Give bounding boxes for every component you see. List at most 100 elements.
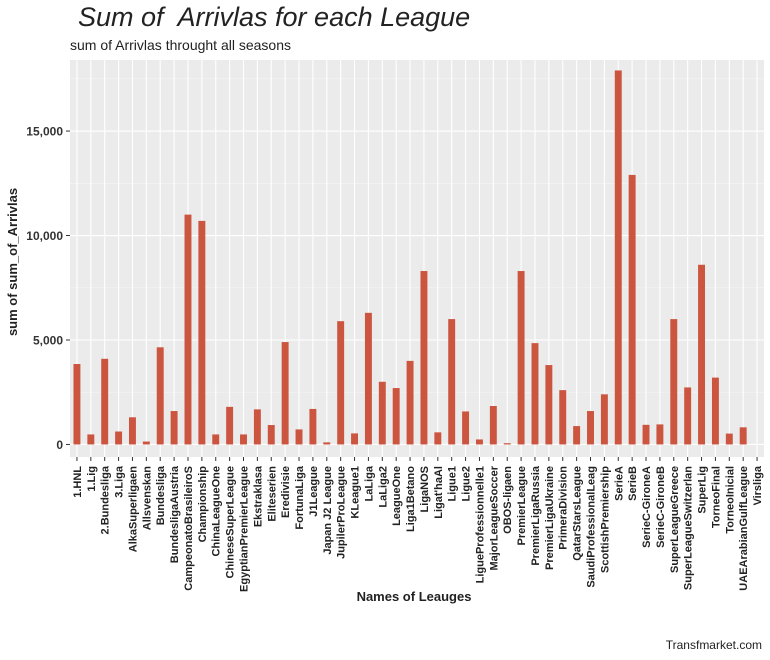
bar: [351, 433, 359, 445]
bar: [462, 411, 470, 445]
x-tick-label: SuperLeagueGreece: [669, 466, 681, 573]
x-tick-label: Eredivisie: [280, 466, 292, 518]
bar: [434, 432, 442, 445]
x-tick-label: Ligat'haAl: [433, 466, 445, 519]
chart-subtitle: sum of Arrivlas throught all seasons: [70, 37, 291, 53]
bar: [73, 364, 81, 445]
x-axis: 1.HNL 1.Lig 2.Bundesliga 3.Liga AlkaSuperlig…: [72, 457, 764, 592]
x-tick-label: Virsliga: [752, 465, 764, 505]
bar: [295, 429, 303, 445]
x-tick-label: LeagueOne: [391, 466, 403, 526]
y-tick-label: 10,000: [26, 229, 63, 243]
x-tick-label: SerieC-GironeA: [641, 466, 653, 548]
bar: [253, 409, 261, 445]
x-tick-label: OBOS-ligaen: [502, 466, 514, 534]
bar: [559, 390, 567, 445]
bar: [698, 264, 706, 445]
x-tick-label: LaLiga2: [377, 466, 389, 508]
x-tick-label: ChineseSuperLeague: [225, 466, 237, 578]
x-tick-label: SerieB: [627, 466, 639, 501]
bar: [503, 443, 511, 445]
bar: [739, 427, 747, 445]
bar: [198, 220, 206, 445]
x-tick-label: Ligue1: [447, 466, 459, 501]
y-tick-label: 0: [56, 438, 63, 452]
bar: [656, 424, 664, 445]
bar: [489, 406, 497, 445]
bar: [323, 442, 331, 445]
x-tick-label: TorneoInicial: [724, 466, 736, 534]
bar: [184, 214, 192, 445]
x-tick-label: ScottishPremiership: [599, 466, 611, 573]
bar: [87, 434, 95, 445]
bar: [475, 439, 483, 445]
x-tick-label: PremierLigaRussia: [530, 465, 542, 566]
x-tick-label: JupilerProLeague: [336, 466, 348, 559]
bar: [156, 347, 164, 445]
x-tick-label: 3.Liga: [114, 465, 126, 498]
x-tick-label: CampeonatoBrasileiroS: [183, 466, 195, 591]
bar: [573, 426, 581, 445]
y-axis-label: sum of sum_of_Arrivlas: [5, 188, 20, 336]
bar: [628, 174, 636, 445]
bar: [614, 70, 622, 445]
bar: [337, 321, 345, 445]
x-tick-label: Ekstraklasa: [252, 465, 264, 527]
x-tick-label: 1.HNL: [72, 466, 84, 498]
bars: [73, 70, 747, 445]
x-tick-label: SerieA: [613, 466, 625, 501]
x-tick-label: EgyptianPremierLeague: [239, 466, 251, 592]
chart-title: Sum of Arrivlas for each League: [78, 2, 471, 32]
x-tick-label: SuperLig: [697, 466, 709, 514]
bar: [642, 424, 650, 445]
bar: [711, 377, 719, 445]
x-tick-label: Liga1Betano: [405, 466, 417, 532]
x-tick-label: Bundesliga: [155, 465, 167, 525]
bar: [670, 319, 678, 445]
bar: [406, 360, 414, 445]
bar: [725, 433, 733, 445]
x-tick-label: ChinaLeagueOne: [211, 466, 223, 556]
bar: [378, 381, 386, 445]
bar: [170, 411, 178, 445]
x-tick-label: Eliteserien: [266, 466, 278, 522]
bar: [240, 434, 247, 445]
bar: [115, 431, 123, 445]
y-axis: 0 5,000 10,000 15,000: [26, 125, 70, 452]
x-tick-label: UAEArabianGulfLeague: [738, 466, 750, 591]
bar: [517, 271, 525, 445]
x-tick-label: KLeague1: [350, 466, 362, 519]
x-tick-label: SerieC-GironeB: [655, 466, 667, 548]
bar: [448, 319, 456, 445]
x-tick-label: PrimeraDivision: [558, 466, 570, 550]
x-tick-label: QatarStarsLeague: [572, 466, 584, 561]
bar: [420, 271, 428, 445]
x-tick-label: Ligue2: [461, 466, 473, 501]
x-tick-label: PremierLigaUkraine: [544, 466, 556, 570]
bar: [226, 406, 234, 445]
bar: [531, 343, 539, 445]
bar: [392, 388, 400, 445]
x-tick-label: J1League: [308, 466, 320, 517]
bar: [587, 411, 594, 445]
bar: [212, 434, 220, 445]
bar: [281, 342, 289, 445]
bar: [364, 312, 372, 445]
x-tick-label: SuperLeagueSwitzerlan: [683, 466, 695, 590]
x-axis-label: Names of Leauges: [357, 589, 472, 604]
bar: [267, 425, 275, 445]
bar: [684, 387, 692, 445]
x-tick-label: MajorLeagueSoccer: [488, 465, 500, 570]
x-tick-label: Allsvenskan: [141, 466, 153, 530]
x-tick-label: 2.Bundesliga: [100, 465, 112, 534]
bar: [142, 441, 150, 445]
bar: [545, 365, 553, 445]
x-tick-label: FortunaLiga: [294, 465, 306, 529]
y-tick-label: 15,000: [26, 125, 63, 139]
x-tick-label: SaudiProfessionalLeag: [586, 466, 598, 588]
x-tick-label: BundesligaAustria: [169, 465, 181, 563]
bar: [600, 394, 608, 445]
bar: [309, 408, 317, 445]
x-tick-label: 1.Lig: [86, 466, 98, 492]
